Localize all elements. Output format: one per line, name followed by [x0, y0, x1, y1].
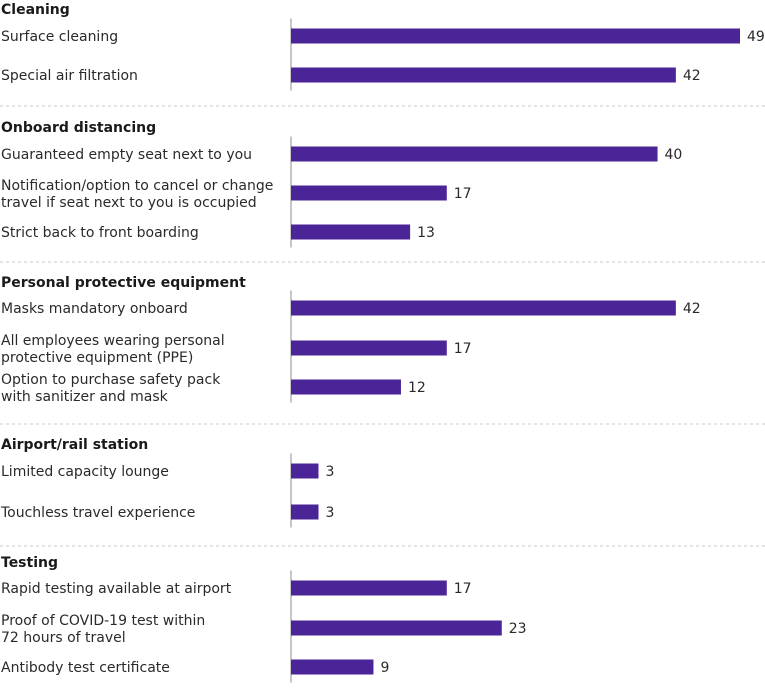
- category-label-line: Guaranteed empty seat next to you: [1, 147, 252, 163]
- category-label: Masks mandatory onboard: [1, 301, 188, 317]
- category-label: All employees wearing personal protective…: [1, 333, 225, 366]
- value-label: 17: [454, 341, 472, 357]
- category-label: Touchless travel experience: [0, 505, 195, 521]
- value-label: 49: [747, 29, 765, 45]
- bar: [291, 67, 676, 83]
- value-label: 23: [509, 621, 527, 637]
- value-label: 12: [408, 380, 426, 396]
- category-label-line: travel if seat next to you is occupied: [1, 195, 257, 211]
- bar: [291, 659, 374, 675]
- category-label: Rapid testing available at airport: [1, 581, 232, 597]
- value-label: 9: [380, 660, 389, 676]
- bar: [291, 300, 676, 316]
- group-title: Cleaning: [1, 2, 70, 18]
- category-label: Special air filtration: [1, 68, 138, 84]
- bar-group: Cleaning Surface cleaning 49 Special air fi…: [0, 2, 765, 107]
- category-label: Proof of COVID-19 test within 72 hours of…: [1, 613, 205, 646]
- bar: [291, 379, 401, 395]
- value-label: 3: [325, 464, 334, 480]
- bar-group: Airport/rail station Limited capacity lou…: [0, 437, 765, 547]
- bar: [291, 580, 447, 596]
- bar: [291, 504, 319, 520]
- group-title: Airport/rail station: [1, 437, 148, 453]
- value-label: 3: [325, 505, 334, 521]
- category-label-line: Antibody test certificate: [1, 660, 170, 676]
- category-label-line: Option to purchase safety pack: [1, 372, 221, 388]
- category-label-line: Touchless travel experience: [0, 505, 195, 521]
- bar-group: Personal protective equipment Masks manda…: [0, 275, 765, 425]
- category-label: Strict back to front boarding: [1, 225, 199, 241]
- category-label-line: Limited capacity lounge: [1, 464, 169, 480]
- bar: [291, 620, 502, 636]
- category-label: Guaranteed empty seat next to you: [1, 147, 252, 163]
- bar-group: Onboard distancing Guaranteed empty seat …: [0, 120, 765, 263]
- value-label: 17: [454, 186, 472, 202]
- category-label-line: Rapid testing available at airport: [1, 581, 232, 597]
- group-title: Testing: [1, 555, 58, 571]
- group-title: Personal protective equipment: [1, 275, 246, 291]
- bar: [291, 28, 740, 44]
- category-label-line: Proof of COVID-19 test within: [1, 613, 205, 629]
- value-label: 42: [683, 301, 701, 317]
- category-label-line: Masks mandatory onboard: [1, 301, 188, 317]
- value-label: 40: [665, 147, 683, 163]
- category-label-line: Strict back to front boarding: [1, 225, 199, 241]
- category-label-line: Notification/option to cancel or change: [1, 178, 273, 194]
- category-label-line: protective equipment (PPE): [1, 350, 193, 366]
- bar: [291, 463, 319, 479]
- category-label-line: Special air filtration: [1, 68, 138, 84]
- bar: [291, 224, 411, 240]
- category-label: Antibody test certificate: [1, 660, 170, 676]
- category-label-line: Surface cleaning: [1, 29, 118, 45]
- category-label-line: All employees wearing personal: [1, 333, 225, 349]
- bar-group: Testing Rapid testing available at airpor…: [1, 555, 527, 683]
- category-label: Notification/option to cancel or change t…: [1, 178, 273, 211]
- bar: [291, 340, 447, 356]
- value-label: 17: [454, 581, 472, 597]
- value-label: 13: [417, 225, 435, 241]
- category-label: Option to purchase safety pack with sanit…: [1, 372, 221, 405]
- bar: [291, 146, 658, 162]
- category-label: Surface cleaning: [1, 29, 118, 45]
- category-label-line: with sanitizer and mask: [1, 389, 169, 405]
- category-label-line: 72 hours of travel: [1, 630, 126, 646]
- bar: [291, 185, 447, 201]
- value-label: 42: [683, 68, 701, 84]
- group-title: Onboard distancing: [1, 120, 156, 136]
- category-label: Limited capacity lounge: [1, 464, 169, 480]
